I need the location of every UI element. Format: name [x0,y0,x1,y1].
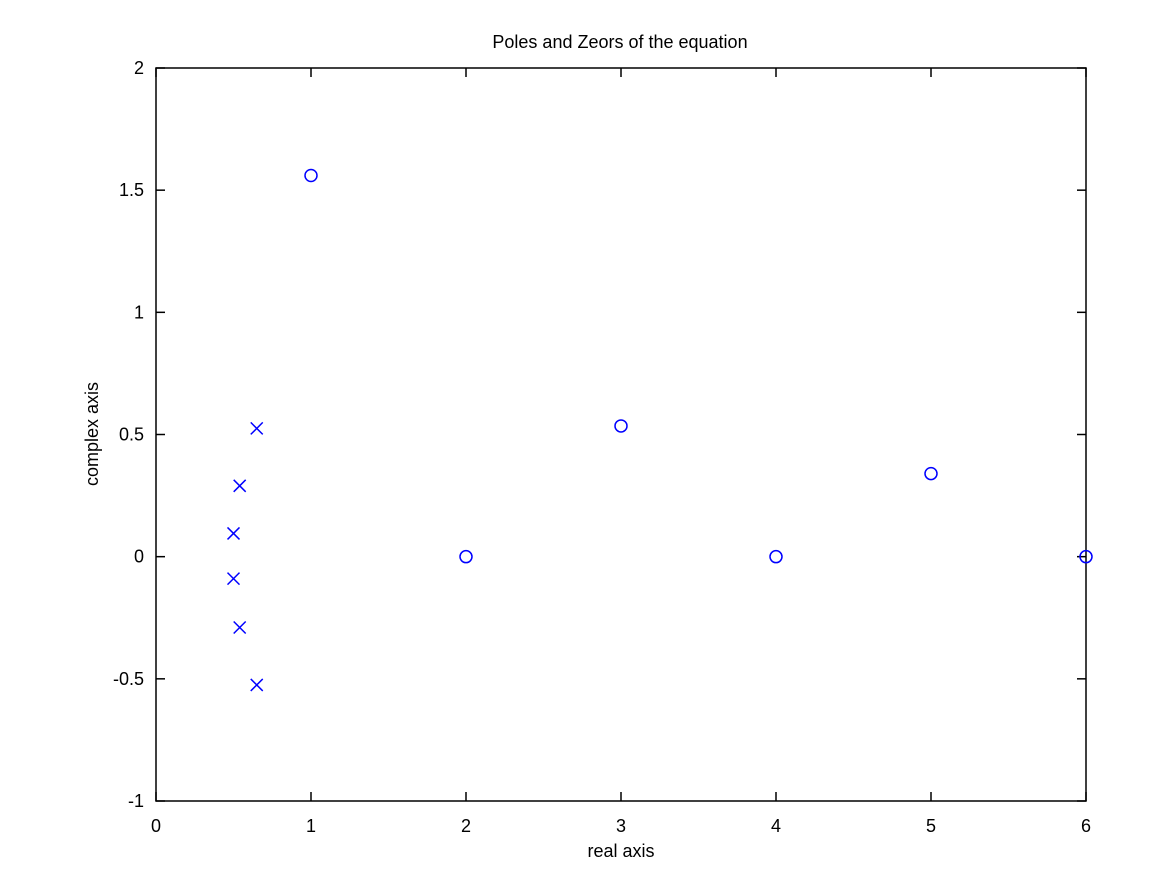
x-tick-label: 4 [771,816,781,836]
zero-marker [769,549,783,564]
zero-marker [1079,549,1093,564]
zero-marker [459,549,473,564]
axis-tick-labels: 0 1 2 3 4 5 6 -1 -0.5 0 0.5 1 1.5 2 [113,58,1091,836]
y-tick-label: -0.5 [113,669,144,689]
pole-marker [250,678,264,692]
zero-marker [614,419,628,433]
plot-markers [226,168,1093,692]
pole-marker [250,421,264,435]
x-tick-label: 1 [306,816,316,836]
pole-marker [233,620,247,635]
x-tick-label: 6 [1081,816,1091,836]
x-axis-label: real axis [587,841,654,861]
zero-marker [304,168,318,183]
y-tick-label: 2 [134,58,144,78]
y-tick-label: 0 [134,547,144,567]
y-tick-label: 1 [134,302,144,322]
y-tick-label: -1 [128,791,144,811]
pole-marker [233,479,247,493]
x-tick-label: 5 [926,816,936,836]
zero-marker [924,466,938,481]
pole-marker [226,526,241,540]
x-tick-label: 3 [616,816,626,836]
axis-ticks [155,67,1087,802]
y-tick-label: 0.5 [119,425,144,445]
y-tick-label: 1.5 [119,180,144,200]
chart-title: Poles and Zeors of the equation [492,32,747,52]
y-axis-label: complex axis [82,382,102,486]
x-tick-label: 0 [151,816,161,836]
pole-marker [226,572,241,586]
x-tick-label: 2 [461,816,471,836]
